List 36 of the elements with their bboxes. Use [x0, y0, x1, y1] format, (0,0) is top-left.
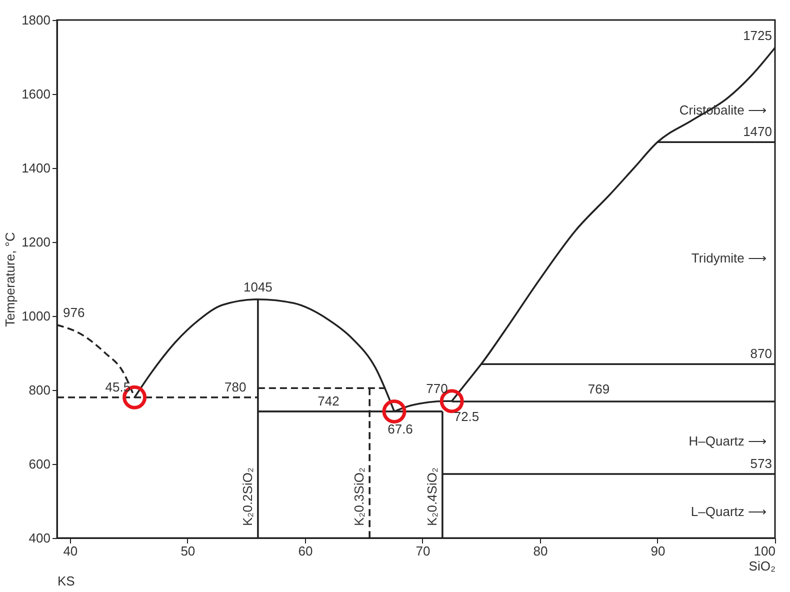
- annotation: 769: [588, 381, 610, 396]
- annotation: 742: [318, 393, 340, 408]
- y-tick-label: 1400: [22, 160, 50, 176]
- x-tick-label: 70: [416, 544, 430, 558]
- annotation: 1045: [243, 279, 272, 294]
- x-tick-label: 50: [180, 544, 196, 558]
- annotation: H–Quartz ⟶: [688, 434, 767, 449]
- y-tick-label: 1200: [22, 234, 50, 250]
- text: K₂0.3SiO₂: [352, 467, 367, 526]
- annotation: 1725: [743, 28, 772, 43]
- annotation: 573: [750, 456, 772, 471]
- y-tick-label: 1000: [22, 308, 50, 324]
- y-axis-title: Temperature, °C: [2, 232, 18, 327]
- text: K₂0.2SiO₂: [240, 467, 255, 526]
- annotation: 72.5: [454, 409, 480, 424]
- y-tick-label: 1800: [22, 12, 50, 28]
- y-tick-label: 1600: [22, 86, 50, 102]
- x-axis-title: KS: [58, 574, 76, 588]
- y-tick-label: 600: [28, 456, 50, 472]
- annotation: Tridymite ⟶: [691, 250, 767, 266]
- annotation: 780: [224, 379, 246, 394]
- annotation: 45.5: [105, 379, 131, 394]
- y-tick-label: 800: [28, 382, 50, 398]
- x-tick-label: 80: [533, 544, 548, 558]
- annotation: 770: [426, 381, 448, 396]
- text: K₂0.4SiO₂: [424, 467, 440, 526]
- annotation: 870: [750, 346, 772, 362]
- x-tick-label: 60: [298, 544, 313, 558]
- annotation: 976: [63, 304, 85, 320]
- annotation: 67.6: [388, 421, 413, 436]
- annotation: L–Quartz ⟶: [690, 504, 767, 520]
- x-tick-label: 90: [650, 544, 666, 558]
- annotation: 1470: [743, 124, 772, 140]
- x-tick-label: 40: [63, 544, 78, 558]
- y-tick-label: 400: [28, 530, 50, 546]
- x-tick-label: 100 SiO₂: [748, 544, 776, 574]
